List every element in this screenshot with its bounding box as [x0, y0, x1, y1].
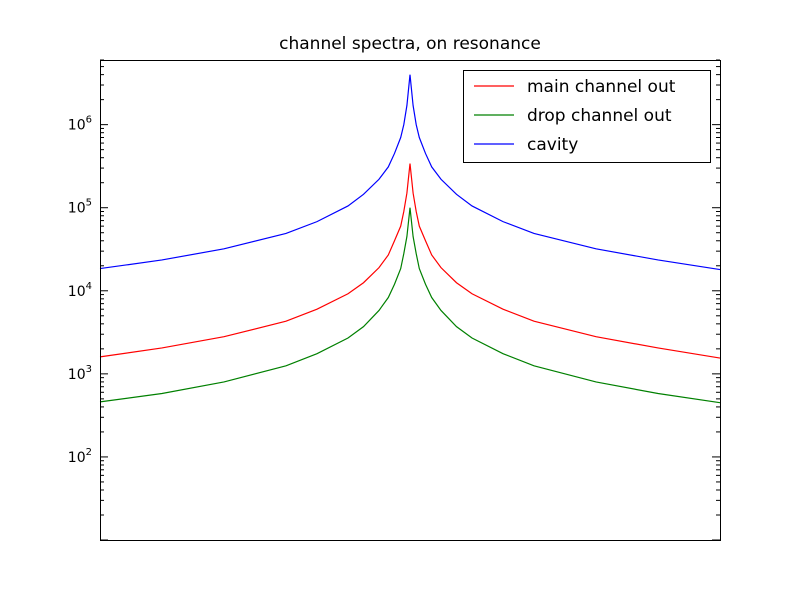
y-tick-label: 106 — [68, 115, 92, 134]
legend-label-1: main channel out — [527, 77, 676, 97]
series-line-2 — [99, 207, 721, 404]
y-axis-ticks: 102 103 104 105 106 — [68, 59, 720, 541]
legend-label-2: drop channel out — [527, 106, 672, 126]
legend: main channel out drop channel out cavity — [463, 70, 711, 163]
y-tick-label: 103 — [68, 364, 92, 383]
y-tick-label: 102 — [68, 447, 92, 466]
y-tick-label: 104 — [68, 281, 92, 300]
y-tick-label: 105 — [68, 198, 92, 217]
legend-label-3: cavity — [527, 135, 578, 155]
series-line-1 — [99, 163, 721, 359]
series-line-3 — [99, 74, 721, 271]
series-layer — [99, 74, 721, 404]
plot-frame — [100, 60, 721, 541]
chart-title: channel spectra, on resonance — [279, 34, 541, 54]
